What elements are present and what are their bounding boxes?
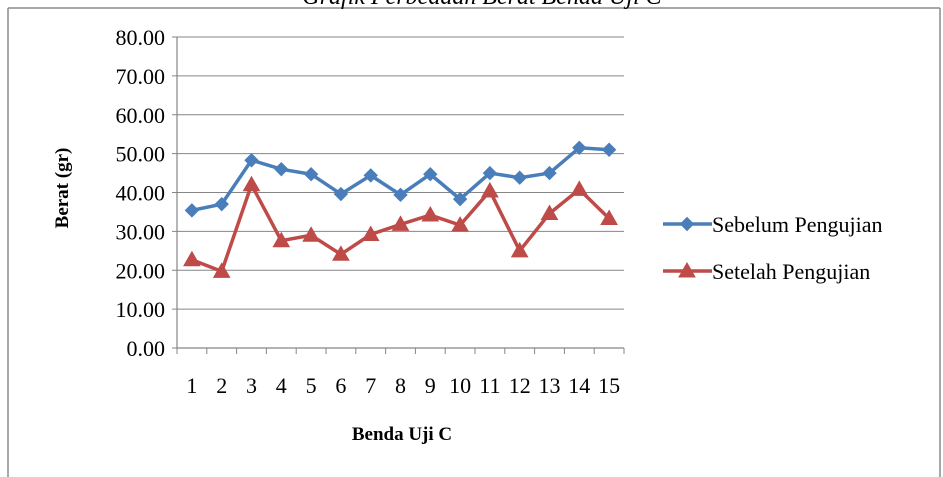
- y-tick-label: 80.00: [116, 25, 166, 50]
- y-axis-title: Berat (gr): [52, 148, 73, 229]
- data-point: [184, 203, 200, 218]
- x-tick-label: 15: [598, 373, 620, 398]
- y-tick-label: 40.00: [116, 181, 166, 206]
- legend-item: Setelah Pengujian: [663, 259, 870, 284]
- legend-marker: [678, 261, 696, 278]
- data-point: [302, 226, 320, 242]
- y-tick-label: 20.00: [116, 258, 166, 283]
- legend-item: Sebelum Pengujian: [663, 212, 882, 237]
- data-point: [510, 241, 529, 258]
- x-axis-title: Benda Uji C: [352, 424, 452, 445]
- x-tick-label: 1: [186, 373, 197, 398]
- x-tick-label: 3: [246, 373, 257, 398]
- data-point: [542, 165, 557, 181]
- data-point: [601, 142, 617, 157]
- data-point: [274, 161, 289, 177]
- x-tick-label: 8: [395, 373, 406, 398]
- data-point: [540, 204, 559, 220]
- y-tick-label: 60.00: [116, 103, 166, 128]
- y-tick-label: 30.00: [116, 219, 166, 244]
- y-tick-label: 10.00: [116, 297, 166, 322]
- series-1: [184, 140, 617, 218]
- x-tick-label: 13: [539, 373, 561, 398]
- data-point: [332, 245, 350, 261]
- legend-label: Sebelum Pengujian: [712, 212, 882, 237]
- x-tick-label: 9: [425, 373, 436, 398]
- data-point: [244, 153, 259, 168]
- data-series: [183, 140, 618, 278]
- legend-marker: [679, 216, 695, 232]
- data-point: [451, 216, 469, 232]
- x-tick-label: 10: [449, 373, 471, 398]
- x-tick-label: 7: [365, 373, 376, 398]
- data-point: [570, 180, 589, 196]
- data-point: [363, 168, 378, 183]
- data-point: [303, 167, 319, 182]
- y-tick-label: 50.00: [116, 142, 166, 167]
- data-point: [212, 262, 231, 278]
- y-tick-label: 70.00: [116, 64, 166, 89]
- data-point: [393, 187, 408, 203]
- data-point: [214, 196, 229, 212]
- data-point: [572, 140, 587, 156]
- data-point: [391, 215, 410, 231]
- data-point: [482, 165, 498, 181]
- x-tick-label: 2: [216, 373, 227, 398]
- data-point: [242, 175, 261, 192]
- x-tick-label: 5: [306, 373, 317, 398]
- data-point: [183, 250, 201, 267]
- data-point: [421, 206, 440, 222]
- gridlines: [177, 36, 624, 310]
- data-point: [423, 167, 438, 182]
- y-tick-labels: 0.00 10.00 20.00 30.00 40.00 50.00 60.00 70.00 8…: [116, 25, 166, 361]
- axes: [172, 36, 625, 354]
- data-point: [481, 181, 499, 198]
- legend-label: Setelah Pengujian: [712, 259, 870, 284]
- series-2: [183, 175, 618, 278]
- legend: Sebelum Pengujian Setelah Pengujian: [663, 212, 882, 284]
- data-point: [600, 209, 618, 226]
- x-tick-label: 14: [568, 373, 590, 398]
- data-point: [333, 186, 349, 202]
- x-tick-label: 12: [509, 373, 531, 398]
- data-point: [452, 191, 468, 207]
- x-tick-label: 6: [335, 373, 346, 398]
- y-tick-label: 0.00: [127, 336, 166, 361]
- data-point: [361, 225, 380, 241]
- data-point: [272, 231, 291, 248]
- data-point: [512, 170, 527, 185]
- x-tick-labels: 1 2 3 4 5 6 7 8 9 10 11 12 13 14 15: [186, 373, 620, 398]
- chart-title: Grafik Perbedaan Berat Benda Uji C: [302, 0, 662, 10]
- x-tick-label: 4: [276, 373, 287, 398]
- x-tick-label: 11: [479, 373, 500, 398]
